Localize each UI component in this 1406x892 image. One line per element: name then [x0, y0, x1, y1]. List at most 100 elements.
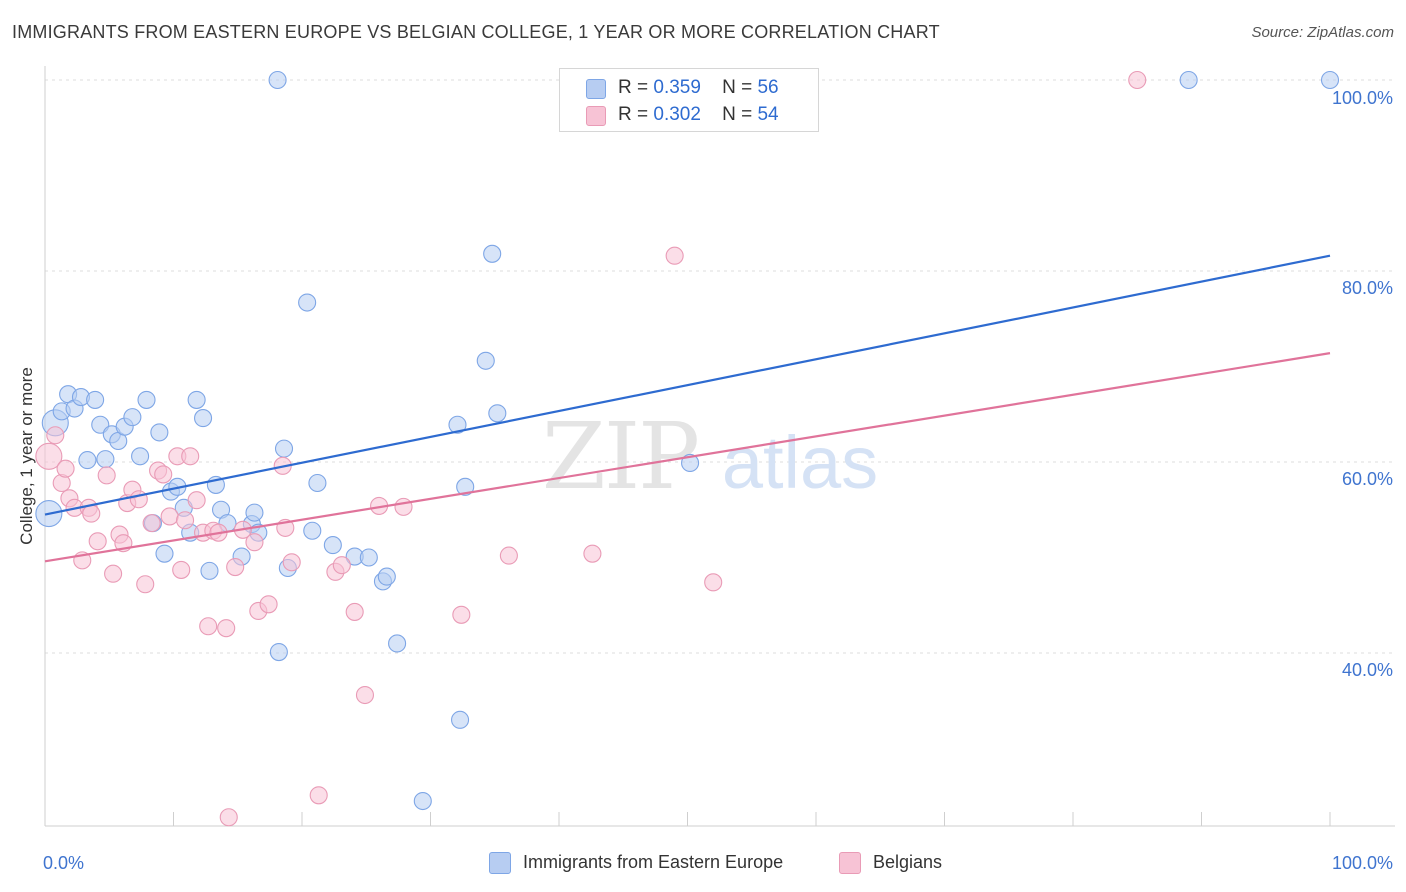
- point-belgians: [35, 442, 63, 470]
- point-belgians: [142, 514, 161, 533]
- point-eastern-europe: [269, 642, 288, 662]
- point-eastern-europe: [323, 536, 342, 555]
- y-tick-label: 80.0%: [1342, 278, 1393, 298]
- y-tick-label: 100.0%: [1332, 88, 1393, 108]
- axes: [44, 66, 1395, 827]
- legend-swatch-pink: [839, 852, 861, 874]
- watermark-zip: ZIP: [542, 403, 698, 510]
- point-eastern-europe: [448, 415, 467, 434]
- point-eastern-europe: [681, 453, 700, 473]
- point-eastern-europe: [274, 439, 294, 458]
- watermark: ZIP atlas: [542, 403, 878, 510]
- point-eastern-europe: [476, 351, 495, 370]
- point-belgians: [226, 557, 245, 577]
- y-tick-label: 60.0%: [1342, 469, 1393, 489]
- point-belgians: [187, 491, 206, 510]
- point-eastern-europe: [488, 404, 507, 423]
- point-belgians: [583, 544, 602, 563]
- point-eastern-europe: [86, 390, 105, 409]
- legend-swatch-pink: [586, 106, 606, 126]
- point-eastern-europe: [131, 447, 150, 466]
- point-belgians: [160, 507, 179, 526]
- stats-legend: R = 0.359 N = 56 R = 0.302 N = 54: [559, 68, 819, 132]
- legend-r-value: 0.359: [653, 77, 701, 98]
- point-eastern-europe: [359, 548, 378, 567]
- point-belgians: [104, 564, 123, 583]
- point-belgians: [46, 426, 65, 445]
- point-belgians: [345, 602, 364, 621]
- point-belgians: [154, 465, 173, 484]
- point-eastern-europe: [200, 561, 219, 580]
- data-points: [35, 70, 1340, 827]
- x-tick-label: 0.0%: [43, 853, 84, 873]
- legend-swatch-blue: [586, 79, 606, 99]
- point-belgians: [82, 504, 101, 523]
- legend-swatch-blue: [489, 852, 511, 874]
- legend-r-value: 0.302: [653, 104, 701, 125]
- grid-lines: [45, 79, 1395, 654]
- point-belgians: [452, 605, 471, 624]
- legend-n-label: N =: [722, 77, 753, 98]
- point-eastern-europe: [194, 409, 213, 428]
- point-eastern-europe: [187, 390, 206, 409]
- legend-n-value: 54: [757, 104, 779, 125]
- point-eastern-europe: [451, 710, 470, 729]
- watermark-atlas: atlas: [722, 421, 878, 504]
- source-credit: Source: ZipAtlas.com: [1251, 24, 1394, 41]
- legend-r-label: R =: [618, 77, 649, 98]
- point-belgians: [88, 532, 107, 551]
- point-belgians: [217, 619, 236, 638]
- point-belgians: [282, 553, 301, 572]
- trend-line-belgians: [44, 352, 1331, 563]
- legend-r-label: R =: [618, 104, 649, 125]
- point-eastern-europe: [413, 791, 432, 811]
- point-belgians: [97, 466, 116, 485]
- point-eastern-europe: [268, 70, 287, 90]
- point-eastern-europe: [298, 293, 317, 312]
- point-eastern-europe: [483, 244, 502, 263]
- point-belgians: [665, 246, 684, 265]
- point-belgians: [219, 808, 238, 827]
- trend-line-eastern-europe: [44, 254, 1331, 516]
- point-belgians: [245, 533, 264, 552]
- point-eastern-europe: [137, 390, 156, 409]
- point-belgians: [332, 556, 351, 575]
- point-belgians: [704, 573, 723, 592]
- point-eastern-europe: [308, 473, 327, 493]
- point-belgians: [176, 511, 195, 530]
- point-eastern-europe: [388, 634, 407, 653]
- y-tick-label: 40.0%: [1342, 660, 1393, 680]
- point-eastern-europe: [96, 450, 115, 469]
- point-eastern-europe: [150, 423, 169, 442]
- legend-label: Immigrants from Eastern Europe: [523, 852, 784, 872]
- chart-title: IMMIGRANTS FROM EASTERN EUROPE VS BELGIA…: [12, 22, 940, 42]
- point-belgians: [136, 575, 155, 594]
- point-eastern-europe: [123, 408, 142, 427]
- point-eastern-europe: [155, 544, 174, 563]
- point-eastern-europe: [78, 451, 97, 470]
- point-belgians: [129, 490, 148, 509]
- point-belgians: [56, 459, 75, 478]
- point-belgians: [181, 447, 200, 466]
- trend-lines: [44, 254, 1331, 563]
- point-belgians: [499, 546, 518, 565]
- point-eastern-europe: [1320, 70, 1340, 90]
- point-belgians: [309, 786, 328, 805]
- point-belgians: [355, 685, 375, 705]
- point-eastern-europe: [1179, 70, 1198, 90]
- point-belgians: [199, 617, 218, 636]
- point-belgians: [259, 595, 278, 614]
- y-axis-label: College, 1 year or more: [17, 367, 36, 545]
- point-belgians: [172, 560, 191, 579]
- legend-n-label: N =: [722, 104, 753, 125]
- legend-n-value: 56: [757, 77, 779, 98]
- legend-label: Belgians: [873, 852, 943, 872]
- point-belgians: [1128, 70, 1147, 90]
- point-eastern-europe: [245, 503, 264, 522]
- point-belgians: [394, 497, 413, 516]
- point-eastern-europe: [303, 521, 322, 540]
- tick-labels: 40.0% 60.0% 80.0% 100.0% 0.0% 100.0%: [43, 88, 1393, 873]
- point-eastern-europe: [377, 567, 396, 586]
- x-tick-label: 100.0%: [1332, 853, 1393, 873]
